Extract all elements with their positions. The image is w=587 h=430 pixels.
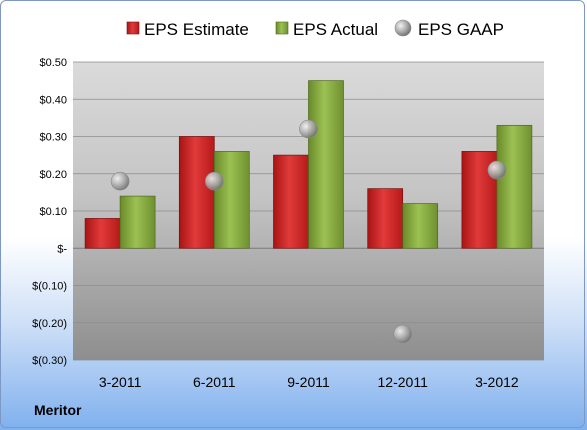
y-tick-label: $0.20 bbox=[39, 169, 67, 181]
gaap-points bbox=[110, 119, 507, 344]
gaap-point bbox=[110, 171, 130, 191]
y-tick-label: $- bbox=[57, 243, 67, 255]
gaap-point bbox=[205, 171, 224, 191]
actual-bar bbox=[308, 80, 344, 249]
legend-item-gaap: EPS GAAP bbox=[394, 19, 504, 39]
y-tick-label: $(0.10) bbox=[32, 281, 67, 293]
estimate-bar bbox=[84, 218, 121, 249]
legend-swatch-actual bbox=[275, 21, 289, 35]
y-tick-label: $0.10 bbox=[39, 206, 67, 218]
actual-bar bbox=[402, 203, 439, 249]
actual-bar bbox=[119, 195, 156, 249]
gaap-point bbox=[487, 160, 507, 180]
bars bbox=[84, 80, 533, 249]
y-tick-label: $0.30 bbox=[39, 132, 67, 144]
x-category-label: 3-2011 bbox=[99, 374, 142, 390]
legend-label-gaap: EPS GAAP bbox=[418, 20, 504, 39]
legend-label-estimate: EPS Estimate bbox=[144, 20, 249, 39]
x-category-label: 6-2011 bbox=[193, 374, 236, 390]
y-tick-label: $0.50 bbox=[39, 57, 67, 69]
estimate-bar bbox=[273, 154, 309, 249]
x-category-label: 9-2011 bbox=[287, 374, 330, 390]
estimate-bar bbox=[367, 188, 404, 249]
legend-item-estimate: EPS Estimate bbox=[126, 20, 249, 39]
legend-label-actual: EPS Actual bbox=[293, 20, 378, 39]
gaap-point bbox=[393, 324, 413, 344]
y-tick-label: $0.40 bbox=[39, 94, 67, 106]
x-category-label: 3-2012 bbox=[475, 374, 519, 390]
y-tick-label: $(0.20) bbox=[32, 318, 67, 330]
actual-bar bbox=[213, 151, 250, 249]
x-axis: 3-2011 6-2011 9-2011 12-2011 3-2012 bbox=[99, 374, 519, 390]
legend-swatch-estimate bbox=[126, 21, 140, 35]
actual-bar bbox=[496, 124, 533, 249]
company-name: Meritor bbox=[34, 402, 82, 418]
y-axis: $0.50 $0.40 $0.30 $0.20 $0.10 $- $(0.10) $(0.20… bbox=[32, 57, 67, 367]
x-category-label: 12-2011 bbox=[378, 374, 429, 390]
legend-marker-gaap bbox=[394, 19, 412, 37]
gaap-point bbox=[299, 119, 318, 139]
legend-item-actual: EPS Actual bbox=[275, 20, 378, 39]
legend: EPS Estimate EPS Actual EPS GAAP bbox=[126, 19, 504, 39]
estimate-bar bbox=[178, 136, 215, 249]
y-tick-label: $(0.30) bbox=[32, 355, 67, 367]
